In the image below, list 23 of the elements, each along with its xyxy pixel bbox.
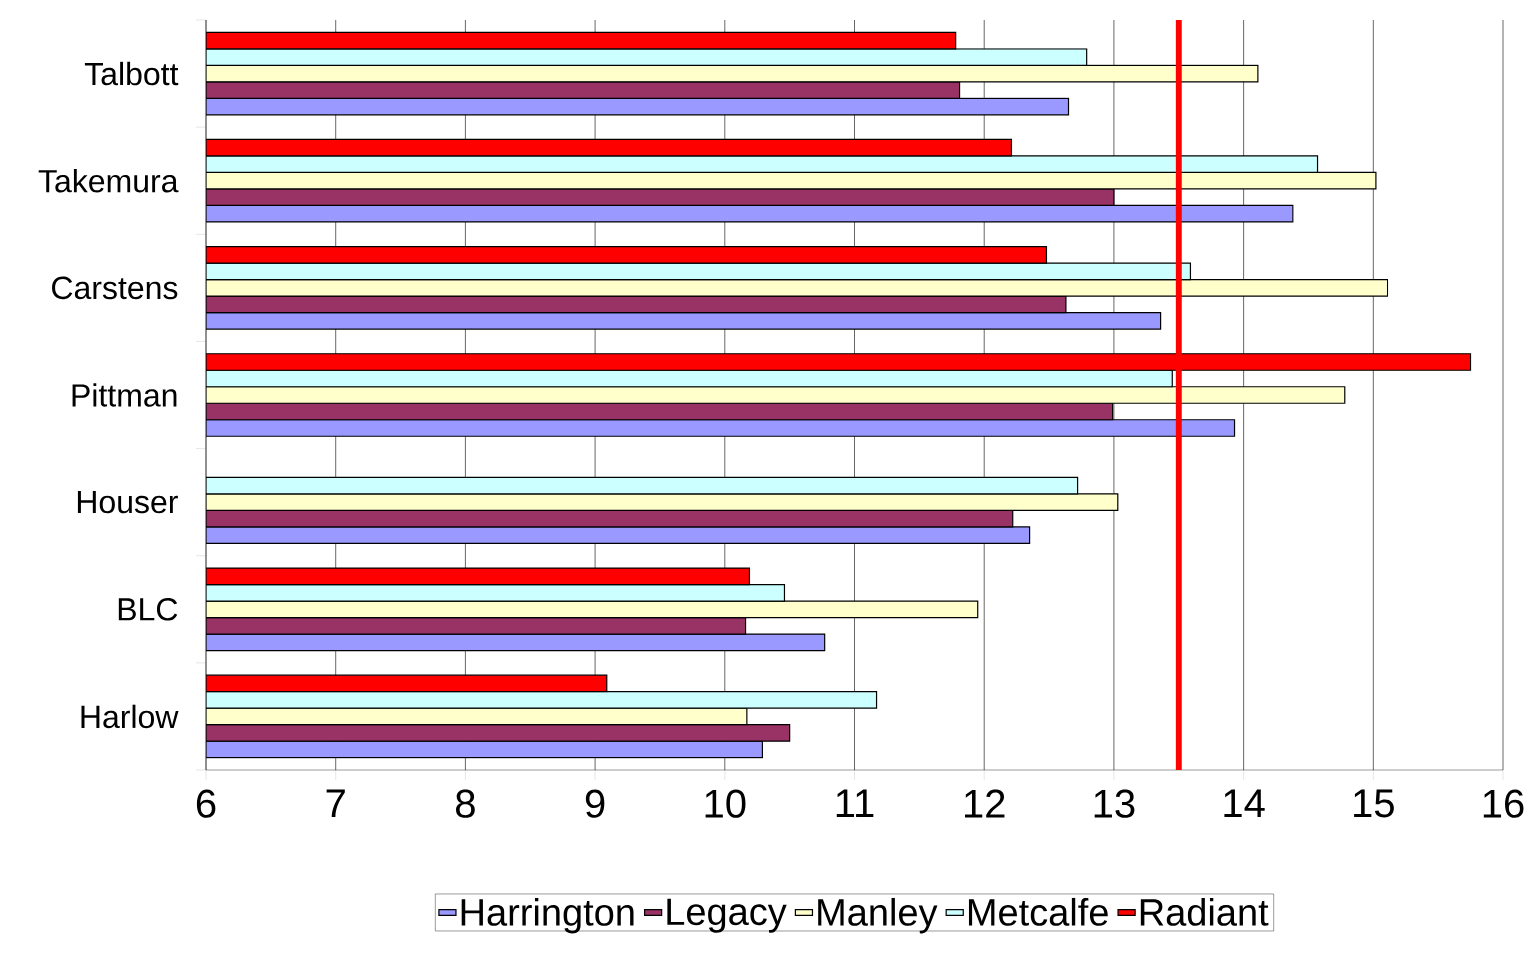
x-tick-label: 6 (196, 789, 216, 818)
legend-label: Legacy (667, 898, 787, 933)
x-tick-label: 9 (585, 789, 605, 818)
y-tick-label: Carstens (52, 276, 178, 300)
x-tick-label: 7 (326, 789, 345, 818)
y-tick-label: Harlow (81, 704, 179, 729)
y-tick-label: BLC (118, 597, 178, 621)
x-tick-label: 15 (1354, 789, 1394, 818)
x-tick-label: 14 (1224, 789, 1265, 818)
x-tick-label: 12 (965, 789, 1005, 818)
legend-label: Metcalfe (968, 897, 1108, 926)
x-tick-label: 16 (1483, 789, 1524, 818)
x-tick-label: 11 (836, 789, 874, 818)
legend-label: Harrington (461, 897, 634, 934)
y-tick-label: Takemura (38, 168, 179, 193)
legend-label: Radiant (1140, 897, 1269, 926)
y-tick-label: Talbott (84, 61, 179, 86)
y-tick-label: Houser (77, 491, 178, 514)
x-tick-label: 8 (456, 789, 475, 818)
y-tick-label: Pittman (72, 383, 177, 407)
x-tick-label: 10 (705, 789, 746, 818)
legend-label: Manley (818, 897, 938, 934)
x-tick-label: 13 (1094, 789, 1135, 818)
